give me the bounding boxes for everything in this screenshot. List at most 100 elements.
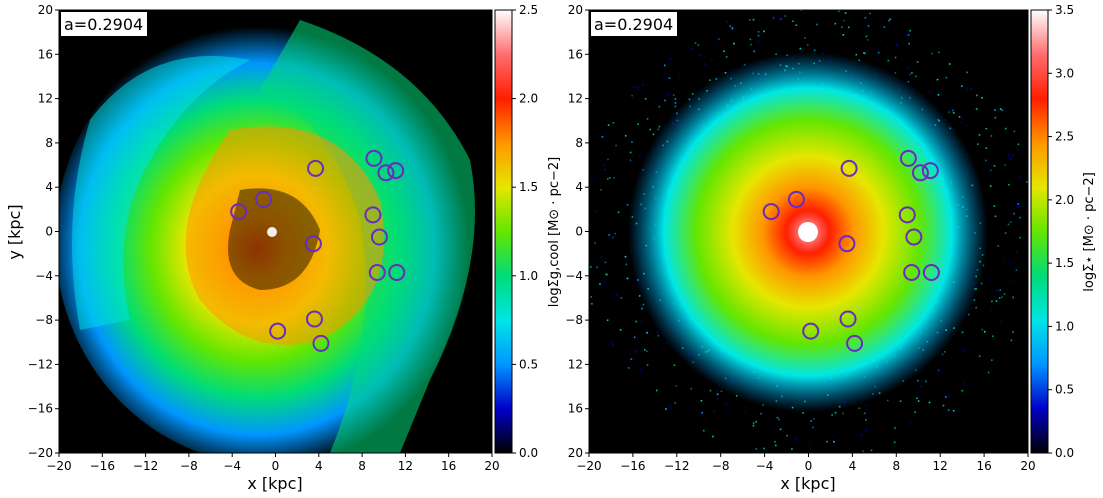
gas-y-tick-label: 8: [45, 136, 53, 150]
stellar-y-tick-label: 8: [575, 136, 583, 150]
gas-y-tick-label: 16: [38, 47, 53, 61]
gas-y-tick-label: −4: [35, 269, 53, 283]
stellar-colorbar-tick-label: 2.5: [1055, 130, 1074, 144]
gas-x-tick-label: −4: [223, 459, 241, 473]
stellar-colorbar-label: logΣ⋆ [M⊙ · pc−2]: [1082, 172, 1097, 292]
stellar-clump-circle: [839, 310, 857, 328]
gas-y-tick-label: 4: [45, 180, 53, 194]
stellar-clump-circle: [921, 162, 939, 180]
gas-clump-circle: [269, 322, 287, 340]
gas-colorbar-tick-label: 1.0: [519, 269, 538, 283]
gas-x-tick-label: −16: [90, 459, 115, 473]
stellar-y-tick-label: 16: [568, 47, 583, 61]
gas-clump-circle: [364, 206, 382, 224]
stellar-x-tick-label: 0: [805, 459, 813, 473]
stellar-x-axis: −20 −16 −12 −8 −4 0 4 8 12 16 20: [576, 453, 1036, 473]
stellar-clump-circle: [898, 206, 916, 224]
stellar-x-tick-label: −16: [620, 459, 645, 473]
gas-clump-markers: [230, 149, 406, 352]
gas-y-tick-label: 12: [38, 92, 53, 106]
gas-clump-circle: [305, 310, 323, 328]
stellar-y-tick-label: 20: [568, 446, 583, 460]
stellar-x-tick-label: −12: [664, 459, 689, 473]
gas-x-tick-label: 12: [398, 459, 413, 473]
stellar-colorbar-tick-label: 1.0: [1055, 319, 1074, 333]
gas-y-tick-label: −16: [28, 402, 53, 416]
stellar-x-tick-label: −20: [576, 459, 601, 473]
stellar-x-tick-label: −4: [756, 459, 774, 473]
stellar-colorbar: [1030, 9, 1049, 454]
stellar-y-tick-label: −8: [565, 313, 583, 327]
stellar-scale-factor-label: a=0.2904: [594, 15, 673, 34]
gas-y-tick-label: −20: [28, 446, 53, 460]
gas-annotation-box: [61, 12, 147, 36]
stellar-colorbar-tick-label: 3.5: [1055, 3, 1074, 17]
stellar-clump-circle: [903, 263, 921, 281]
stellar-colorbar-tick-label: 3.0: [1055, 66, 1074, 80]
stellar-colorbar-tick-label: 2.0: [1055, 193, 1074, 207]
gas-y-tick-label: −12: [28, 357, 53, 371]
stellar-x-tick-label: 20: [1020, 459, 1035, 473]
stellar-y-tick-label: −4: [565, 269, 583, 283]
stellar-y-tick-label: 0: [575, 225, 583, 239]
gas-colorbar-tick-label: 0.0: [519, 446, 538, 460]
stellar-clump-circle: [762, 203, 780, 221]
gas-map: [59, 15, 485, 453]
stellar-y-tick-label: 4: [575, 180, 583, 194]
stellar-clump-circle: [838, 235, 856, 253]
stellar-x-tick-label: 4: [849, 459, 857, 473]
gas-y-axis-label: y [kpc]: [5, 204, 24, 259]
gas-colorbar: [494, 9, 513, 454]
gas-x-axis-label: x [kpc]: [247, 474, 302, 493]
stellar-x-axis-label: x [kpc]: [780, 474, 835, 493]
gas-y-axis: 20 16 12 8 4 0 −4 −8 −12 −16 −20: [28, 3, 59, 460]
stellar-clump-circle: [911, 164, 929, 182]
stellar-colorbar-tick-label: 1.5: [1055, 256, 1074, 270]
gas-colorbar-label: logΣg,cool [M⊙ · pc−2]: [547, 157, 562, 307]
stellar-colorbar-ticks: 3.5 3.0 2.5 2.0 1.5 1.0 0.5 0.0: [1048, 3, 1074, 460]
gas-x-tick-label: −12: [133, 459, 158, 473]
gas-clump-circle: [304, 235, 322, 253]
stellar-y-tick-label: 12: [568, 92, 583, 106]
stellar-map: [589, 10, 1028, 452]
stellar-x-tick-label: 12: [933, 459, 948, 473]
stellar-x-tick-label: −8: [712, 459, 730, 473]
stellar-y-tick-label: 12: [568, 357, 583, 371]
gas-panel: a=0.2904 −20 −16 −12 −8 −4 0 4 8 12 16 20 20 16 12 8 4…: [5, 3, 562, 493]
stellar-annotation-box: [591, 12, 677, 36]
stellar-clump-circle: [905, 228, 923, 246]
gas-clump-circle: [255, 190, 273, 208]
stellar-y-axis: 20 16 12 8 4 0 −4 −8 12 16 20: [565, 3, 589, 460]
gas-x-axis: −20 −16 −12 −8 −4 0 4 8 12 16 20: [46, 453, 500, 473]
stellar-panel: a=0.2904 −20 −16 −12 −8 −4 0 4 8 12 16 20 20 16 12 8 4…: [565, 3, 1097, 493]
gas-x-tick-label: 16: [441, 459, 456, 473]
stellar-clump-circle: [787, 190, 805, 208]
gas-clump-circle: [387, 162, 405, 180]
gas-x-tick-label: 20: [484, 459, 499, 473]
gas-clump-circle: [307, 159, 325, 177]
stellar-y-tick-label: 16: [568, 402, 583, 416]
gas-clump-circle: [370, 228, 388, 246]
gas-y-tick-label: −8: [35, 313, 53, 327]
stellar-y-tick-label: 20: [568, 3, 583, 17]
stellar-x-tick-label: 16: [976, 459, 991, 473]
gas-clump-circle: [230, 203, 248, 221]
stellar-clump-circle: [846, 334, 864, 352]
gas-clump-circle: [368, 263, 386, 281]
gas-clump-circle: [312, 334, 330, 352]
gas-colorbar-tick-label: 0.5: [519, 357, 538, 371]
gas-y-tick-label: 0: [45, 225, 53, 239]
stellar-clump-markers: [762, 149, 940, 352]
stellar-clump-circle: [802, 322, 820, 340]
gas-x-tick-label: −20: [46, 459, 71, 473]
stellar-clump-circle: [899, 149, 917, 167]
stellar-colorbar-tick-label: 0.5: [1055, 383, 1074, 397]
gas-y-tick-label: 20: [38, 3, 53, 17]
gas-clump-circle: [365, 149, 383, 167]
gas-colorbar-ticks: 2.5 2.0 1.5 1.0 0.5 0.0: [512, 3, 538, 460]
gas-colorbar-tick-label: 2.0: [519, 92, 538, 106]
gas-x-tick-label: −8: [180, 459, 198, 473]
stellar-clump-circle: [840, 159, 858, 177]
gas-clump-circle: [388, 263, 406, 281]
